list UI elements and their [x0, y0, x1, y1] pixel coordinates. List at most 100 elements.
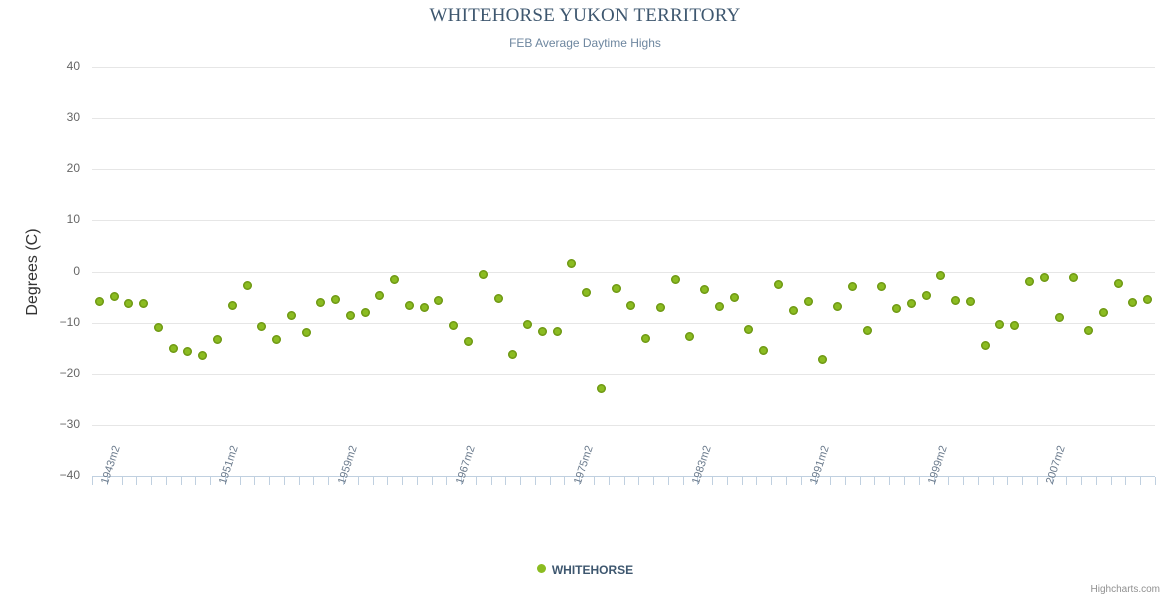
data-point[interactable]: [94, 296, 104, 306]
data-point[interactable]: [375, 290, 385, 300]
data-point[interactable]: [862, 325, 872, 335]
data-point[interactable]: [626, 300, 636, 310]
data-point[interactable]: [1010, 320, 1020, 330]
data-point[interactable]: [611, 283, 621, 293]
x-axis-tick: [638, 477, 640, 485]
chart-subtitle: FEB Average Daytime Highs: [509, 36, 661, 50]
legend-item-whitehorse[interactable]: WHITEHORSE: [536, 562, 633, 577]
data-point[interactable]: [670, 274, 680, 284]
x-axis-tick: [342, 477, 344, 485]
data-point[interactable]: [877, 281, 887, 291]
data-point[interactable]: [1113, 278, 1123, 288]
data-point[interactable]: [995, 319, 1005, 329]
data-point[interactable]: [242, 281, 252, 291]
data-point[interactable]: [921, 290, 931, 300]
data-point[interactable]: [655, 302, 665, 312]
x-axis-tick: [579, 477, 581, 485]
data-point[interactable]: [582, 287, 592, 297]
data-point[interactable]: [390, 275, 400, 285]
data-point[interactable]: [714, 301, 724, 311]
data-point[interactable]: [818, 355, 828, 365]
data-point[interactable]: [183, 346, 193, 356]
data-point[interactable]: [1098, 308, 1108, 318]
x-axis-tick: [372, 477, 374, 485]
x-axis-tick: [1051, 477, 1053, 485]
data-point[interactable]: [641, 333, 651, 343]
data-point[interactable]: [463, 337, 473, 347]
data-point[interactable]: [301, 327, 311, 337]
gridline: [92, 169, 1155, 171]
x-axis-tick: [1155, 477, 1156, 485]
data-point[interactable]: [449, 321, 459, 331]
data-point[interactable]: [139, 298, 149, 308]
data-point[interactable]: [847, 282, 857, 292]
data-point[interactable]: [478, 270, 488, 280]
x-axis-tick: [298, 477, 300, 485]
data-point[interactable]: [508, 349, 518, 359]
data-point[interactable]: [759, 346, 769, 356]
data-point[interactable]: [257, 321, 267, 331]
x-axis-tick: [224, 477, 226, 485]
data-point[interactable]: [212, 334, 222, 344]
y-axis-tick-label: −20: [59, 365, 80, 380]
data-point[interactable]: [936, 270, 946, 280]
x-axis-tick: [520, 477, 522, 485]
data-point[interactable]: [552, 327, 562, 337]
data-point[interactable]: [1039, 273, 1049, 283]
data-point[interactable]: [272, 334, 282, 344]
data-point[interactable]: [980, 340, 990, 350]
data-point[interactable]: [833, 302, 843, 312]
x-axis-tick: [653, 477, 655, 485]
data-point[interactable]: [1128, 297, 1138, 307]
data-point[interactable]: [965, 296, 975, 306]
data-point[interactable]: [906, 299, 916, 309]
credits-label[interactable]: Highcharts.com: [1090, 584, 1160, 595]
x-axis-tick: [741, 477, 743, 485]
data-point[interactable]: [1084, 326, 1094, 336]
data-point[interactable]: [700, 285, 710, 295]
gridline: [92, 220, 1155, 222]
data-point[interactable]: [1025, 276, 1034, 286]
data-point[interactable]: [567, 258, 577, 268]
x-axis-tick: [505, 477, 507, 485]
data-point[interactable]: [744, 324, 754, 334]
data-point[interactable]: [286, 310, 296, 320]
data-point[interactable]: [1069, 273, 1079, 283]
data-point[interactable]: [331, 295, 341, 305]
data-point[interactable]: [1143, 295, 1153, 305]
data-point[interactable]: [803, 296, 813, 306]
data-point[interactable]: [124, 298, 134, 308]
data-point[interactable]: [537, 326, 547, 336]
data-point[interactable]: [360, 307, 370, 317]
data-point[interactable]: [316, 298, 326, 308]
x-axis-tick: [328, 477, 330, 485]
data-point[interactable]: [892, 303, 902, 313]
data-point[interactable]: [434, 295, 444, 305]
data-point[interactable]: [227, 301, 237, 311]
data-point[interactable]: [788, 305, 798, 315]
data-point[interactable]: [419, 302, 429, 312]
data-point[interactable]: [404, 301, 414, 311]
data-point[interactable]: [493, 294, 503, 304]
data-point[interactable]: [153, 322, 163, 332]
x-axis-tick: [239, 477, 241, 485]
data-point[interactable]: [198, 351, 208, 361]
data-point[interactable]: [109, 291, 119, 301]
x-axis-tick: [726, 477, 728, 485]
gridline: [92, 118, 1155, 120]
data-point[interactable]: [345, 311, 355, 321]
data-point[interactable]: [1054, 313, 1064, 322]
data-point[interactable]: [729, 292, 739, 302]
x-axis-tick: [121, 477, 123, 485]
data-point[interactable]: [951, 296, 961, 306]
data-point[interactable]: [685, 332, 695, 342]
x-axis-tick: [697, 477, 699, 485]
x-axis-tick: [1125, 477, 1127, 485]
chart-title: WHITEHORSE YUKON TERRITORY: [429, 5, 741, 26]
data-point[interactable]: [523, 319, 533, 329]
data-point[interactable]: [774, 280, 784, 290]
y-axis-tick-labels: 40 30 20 10 0 −10 −20 −30 −40: [16, 59, 80, 482]
data-point[interactable]: [168, 344, 178, 354]
x-axis-line: [92, 476, 1155, 477]
data-point[interactable]: [596, 383, 606, 393]
